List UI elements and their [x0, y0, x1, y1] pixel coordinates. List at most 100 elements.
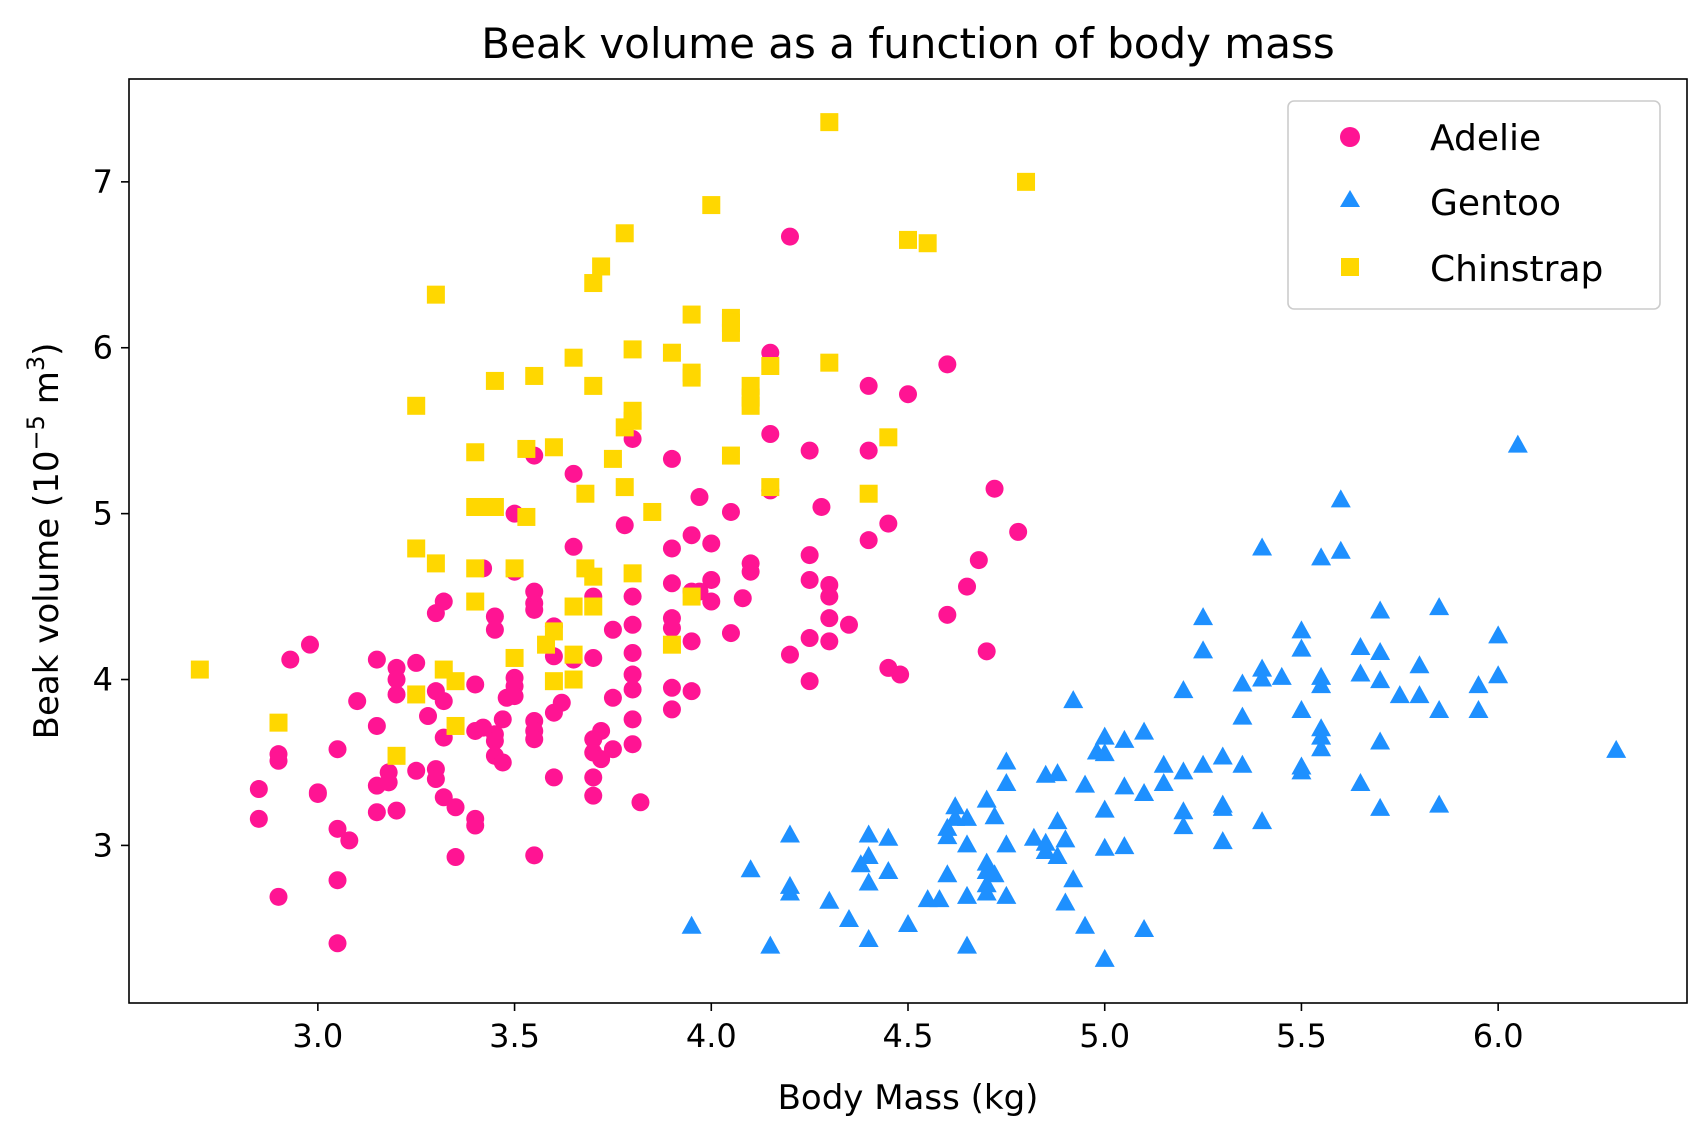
data-point-adelie [328, 934, 347, 953]
data-point-gentoo [957, 807, 978, 826]
data-point-gentoo [1488, 625, 1509, 644]
data-point-gentoo [1271, 666, 1292, 685]
y-tick-label: 5 [93, 495, 113, 533]
data-point-adelie [702, 534, 721, 553]
data-point-chinstrap [761, 356, 780, 375]
data-point-gentoo [1193, 640, 1214, 659]
x-tick-label: 5.5 [1276, 1017, 1327, 1055]
data-point-gentoo [858, 872, 879, 891]
data-point-gentoo [1429, 794, 1450, 813]
data-point-gentoo [1311, 738, 1332, 757]
data-point-gentoo [929, 889, 950, 908]
data-point-adelie [426, 770, 445, 789]
data-point-adelie [702, 570, 721, 589]
y-axis-label: Beak volume (10−5 m3) [22, 343, 67, 740]
data-point-chinstrap [623, 411, 642, 430]
data-point-gentoo [838, 909, 859, 928]
data-point-chinstrap [879, 428, 898, 447]
data-point-gentoo [957, 834, 978, 853]
data-point-adelie [631, 793, 650, 812]
data-point-adelie [269, 887, 288, 906]
data-point-adelie [348, 692, 367, 711]
data-point-adelie [899, 385, 917, 404]
data-point-chinstrap [564, 645, 583, 664]
data-point-adelie [859, 531, 878, 550]
data-point-chinstrap [682, 305, 701, 324]
data-point-adelie [525, 730, 544, 749]
data-point-chinstrap [269, 713, 288, 732]
x-tick-label: 4.0 [686, 1017, 737, 1055]
data-point-adelie [387, 685, 406, 704]
data-point-adelie [839, 615, 858, 634]
data-point-gentoo [1252, 658, 1273, 677]
data-point-adelie [308, 784, 327, 803]
legend-label-adelie: Adelie [1430, 118, 1541, 159]
data-point-gentoo [1173, 761, 1194, 780]
y-tick-label: 3 [93, 826, 113, 864]
data-point-gentoo [1153, 773, 1174, 792]
data-point-adelie [690, 488, 709, 507]
data-point-adelie [446, 848, 465, 867]
data-point-adelie [879, 514, 898, 533]
data-point-chinstrap [426, 554, 445, 573]
legend-label-gentoo: Gentoo [1430, 183, 1561, 224]
y-axis-label-unit-exponent: 3 [22, 356, 50, 371]
data-point-chinstrap [525, 366, 544, 385]
data-point-adelie [387, 801, 406, 820]
data-point-adelie [662, 678, 681, 697]
data-point-adelie [584, 768, 603, 787]
data-point-gentoo [1370, 641, 1391, 660]
data-point-chinstrap [387, 746, 406, 765]
data-point-gentoo [1193, 754, 1214, 773]
data-point-adelie [434, 692, 453, 711]
data-point-gentoo [760, 935, 781, 954]
data-point-chinstrap [623, 340, 642, 359]
data-point-chinstrap [190, 660, 209, 679]
data-point-gentoo [878, 860, 899, 879]
data-point-adelie [249, 809, 268, 828]
data-point-gentoo [1252, 811, 1273, 830]
data-point-chinstrap [615, 224, 634, 243]
y-axis-label-suffix: ) [27, 343, 67, 356]
data-point-gentoo [1193, 607, 1214, 626]
data-point-gentoo [1075, 915, 1096, 934]
data-point-gentoo [1114, 729, 1135, 748]
data-point-gentoo [1134, 721, 1155, 740]
data-point-adelie [623, 643, 642, 662]
data-point-gentoo [1370, 797, 1391, 816]
data-point-adelie [564, 464, 583, 483]
legend-marker-adelie [1340, 127, 1360, 147]
data-point-chinstrap [623, 564, 642, 583]
data-point-adelie [1009, 522, 1028, 541]
data-point-gentoo [779, 824, 800, 843]
data-point-adelie [603, 688, 622, 707]
chart-title: Beak volume as a function of body mass [481, 19, 1334, 68]
data-point-adelie [544, 768, 563, 787]
data-point-gentoo [1350, 636, 1371, 655]
data-point-chinstrap [407, 685, 426, 704]
data-point-chinstrap [544, 438, 563, 457]
data-point-adelie [938, 605, 957, 624]
data-point-adelie [662, 574, 681, 593]
data-point-adelie [958, 577, 977, 596]
data-point-gentoo [1232, 754, 1253, 773]
data-point-gentoo [1291, 620, 1312, 639]
data-point-adelie [584, 648, 603, 667]
data-point-gentoo [681, 915, 702, 934]
data-point-gentoo [976, 882, 997, 901]
data-point-gentoo [1212, 746, 1233, 765]
data-point-gentoo [1075, 774, 1096, 793]
data-point-adelie [407, 761, 426, 780]
data-point-adelie [820, 609, 839, 628]
data-point-chinstrap [662, 635, 681, 654]
y-axis-label-exponent: −5 [22, 415, 50, 450]
data-point-gentoo [1232, 673, 1253, 692]
data-point-gentoo [1606, 739, 1627, 758]
data-point-chinstrap [702, 196, 721, 215]
data-point-adelie [623, 615, 642, 634]
data-points [190, 113, 1627, 967]
data-point-adelie [592, 721, 611, 740]
data-point-gentoo [819, 890, 840, 909]
data-point-gentoo [1232, 706, 1253, 725]
data-point-adelie [328, 871, 347, 890]
